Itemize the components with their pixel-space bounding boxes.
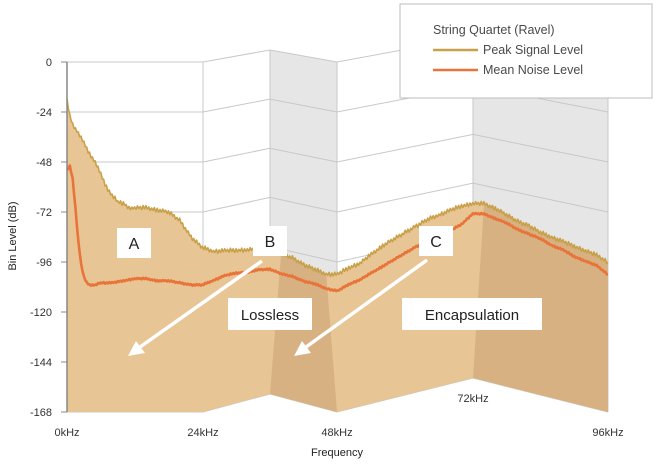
x-axis-title: Frequency <box>311 447 363 459</box>
annotation-b-box <box>253 226 287 256</box>
legend: String Quartet (Ravel) Peak Signal Level… <box>399 3 653 99</box>
y-tick-label: -48 <box>36 157 52 169</box>
arrow-c-head <box>294 341 311 356</box>
y-tick-label: -120 <box>30 307 52 319</box>
x-tick-label: 0kHz <box>54 427 79 439</box>
arrow-b-head <box>128 341 145 356</box>
area-shade-1 <box>270 253 337 412</box>
x-tick-label: 24kHz <box>187 427 218 439</box>
series-line-noise <box>66 164 609 293</box>
annotation-a-box <box>117 228 151 258</box>
annotation-b-label: B <box>265 234 276 251</box>
annotation-lossless-label: Lossless <box>241 307 299 324</box>
arrow-c-shaft <box>304 258 429 349</box>
x-tick-label: 48kHz <box>321 427 352 439</box>
arrow-b-shaft <box>138 259 264 349</box>
y-tick-label: -168 <box>30 407 52 419</box>
legend-label-peak: Peak Signal Level <box>483 43 583 57</box>
y-tick-label: -24 <box>36 107 52 119</box>
y-axis-title: Bin Level (dB) <box>7 201 19 270</box>
y-tick-label: -72 <box>36 207 52 219</box>
annotations: A B C Lossless Encapsulation <box>117 226 542 356</box>
area-peak-fill <box>67 99 608 412</box>
y-tick-label: -144 <box>30 357 52 369</box>
legend-title: String Quartet (Ravel) <box>433 23 555 37</box>
y-ticks: 0 -24 -48 -72 -96 -120 -144 -168 <box>30 57 67 419</box>
annotation-c-label: C <box>430 234 442 251</box>
x-tick-label: 96kHz <box>592 427 623 439</box>
y-tick-label: 0 <box>46 57 52 69</box>
annotation-encapsulation-label: Encapsulation <box>425 307 519 324</box>
annotation-c-box <box>419 226 453 256</box>
annotation-a-label: A <box>129 236 140 253</box>
series-lines <box>66 98 609 293</box>
annotation-lossless-box <box>228 298 312 330</box>
gridline <box>67 133 609 163</box>
gridline <box>67 182 609 213</box>
series-line-peak <box>66 98 609 278</box>
legend-label-noise: Mean Noise Level <box>483 63 583 77</box>
x-tick-label: 72kHz <box>457 393 488 405</box>
x-ticks: 0kHz 24kHz 48kHz 72kHz 96kHz <box>54 393 623 439</box>
y-tick-label: -96 <box>36 257 52 269</box>
annotation-encapsulation-box <box>402 298 542 330</box>
